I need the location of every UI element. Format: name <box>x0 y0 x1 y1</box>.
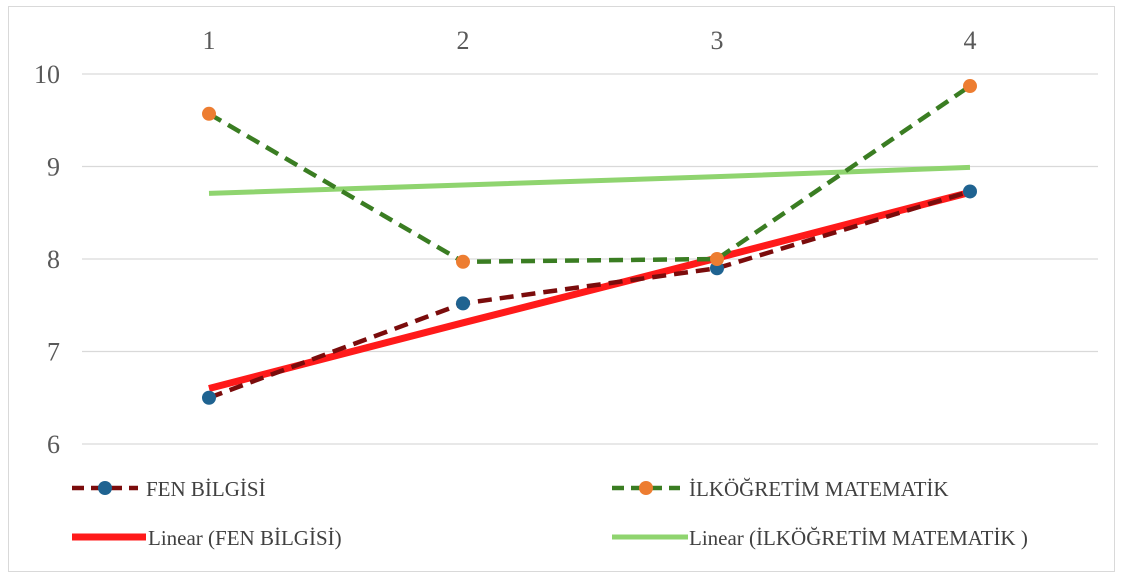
series-lines <box>202 79 977 405</box>
y-tick-label: 10 <box>34 60 60 89</box>
y-tick-label: 9 <box>47 153 60 182</box>
legend-item-matematik: İLKÖĞRETİM MATEMATİK <box>612 477 949 501</box>
series-0-point <box>456 296 470 311</box>
legend-linear-matematik-label: Linear (İLKÖĞRETİM MATEMATİK ) <box>689 526 1028 550</box>
series-1-point <box>963 79 977 94</box>
series-line-1 <box>207 84 972 265</box>
legend-matematik-marker-swatch <box>639 481 653 495</box>
series-line-0 <box>208 189 971 400</box>
series-0-point <box>202 390 216 405</box>
grid-lines <box>82 73 1098 445</box>
legend-fen-marker-swatch <box>98 481 112 495</box>
series-0-point <box>963 184 977 199</box>
x-tick-label: 3 <box>711 26 724 55</box>
trendline-1 <box>208 164 971 196</box>
x-tick-label: 1 <box>203 26 216 55</box>
x-tick-label: 2 <box>457 26 470 55</box>
legend-item-fen: FEN BİLGİSİ <box>72 477 266 501</box>
trendlines <box>208 164 971 392</box>
legend-fen-label: FEN BİLGİSİ <box>146 477 266 501</box>
y-tick-label: 6 <box>47 430 60 459</box>
legend-item-linear-matematik: Linear (İLKÖĞRETİM MATEMATİK ) <box>612 526 1028 550</box>
series-1-point <box>202 106 216 121</box>
series-1-point <box>456 254 470 269</box>
y-tick-label: 7 <box>47 338 60 367</box>
legend-matematik-label: İLKÖĞRETİM MATEMATİK <box>689 477 949 501</box>
trendline-0 <box>208 189 971 392</box>
legend-item-linear-fen: Linear (FEN BİLGİSİ) <box>72 526 342 550</box>
x-tick-label: 4 <box>964 26 977 55</box>
x-axis-ticks: 1 2 3 4 <box>203 26 977 55</box>
y-tick-label: 8 <box>47 245 60 274</box>
series-1-point <box>710 252 724 266</box>
legend-linear-fen-label: Linear (FEN BİLGİSİ) <box>148 526 342 550</box>
legend: FEN BİLGİSİ İLKÖĞRETİM MATEMATİK Linear … <box>72 477 1028 550</box>
y-axis-ticks: 6 7 8 9 10 <box>34 60 60 459</box>
chart-frame <box>8 6 1115 572</box>
